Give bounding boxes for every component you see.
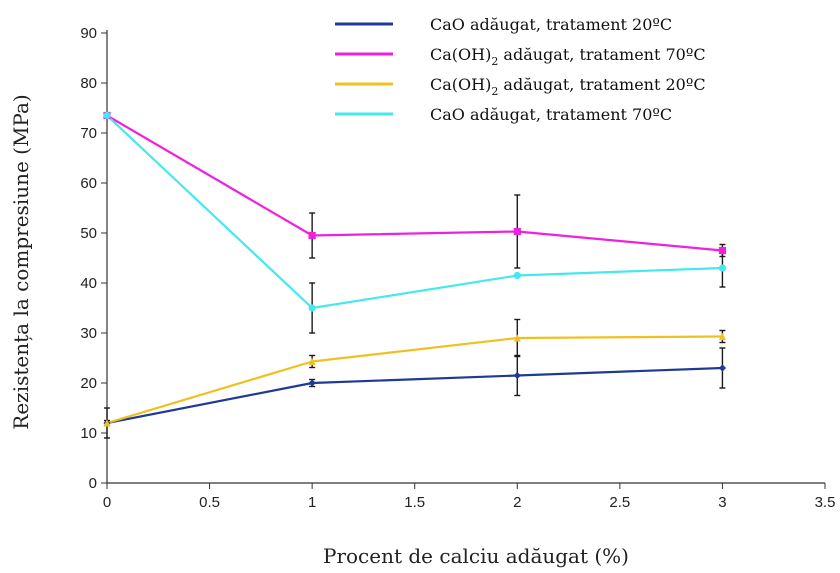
legend-label: CaO adăugat, tratament 20ºC [430, 15, 672, 34]
x-tick-label: 3 [718, 494, 726, 511]
legend: CaO adăugat, tratament 20ºC Ca(OH)2 adăug… [335, 15, 706, 124]
x-tick-label: 1 [308, 494, 316, 511]
data-point [308, 379, 316, 387]
x-tick-label: 0 [103, 494, 111, 511]
y-tick-label: 70 [80, 125, 97, 142]
data-point [513, 371, 521, 380]
x-tick-label: 2.5 [609, 494, 630, 511]
data-point [718, 332, 727, 341]
data-point [308, 304, 316, 312]
data-point [718, 246, 727, 255]
y-tick-label: 50 [80, 225, 97, 242]
data-point [308, 357, 316, 366]
data-point [103, 111, 111, 120]
y-tick-label: 80 [80, 75, 97, 92]
series-line [106, 114, 723, 310]
series-line [106, 335, 723, 425]
data-point [103, 419, 111, 427]
y-tick-label: 0 [89, 475, 97, 492]
y-axis-title: Rezistența la compresiune (MPa) [9, 94, 33, 429]
x-tick-label: 2 [513, 494, 521, 511]
series-lines [106, 114, 723, 425]
legend-label: Ca(OH)2 adăugat, tratament 70ºC [430, 45, 706, 68]
axes: 0 0.5 1 1.5 2 2.5 3 3.5 0 10 20 30 40 50 60 70 80 90 [80, 25, 835, 511]
y-tick-label: 30 [80, 325, 97, 342]
data-point [513, 334, 521, 342]
data-point [308, 231, 316, 240]
series-line [106, 114, 723, 252]
y-tick-label: 40 [80, 275, 97, 292]
x-tick-label: 3.5 [815, 494, 836, 511]
x-tick-label: 1.5 [404, 494, 425, 511]
series-markers [103, 111, 727, 427]
data-point [718, 264, 727, 272]
data-point [513, 227, 521, 236]
y-tick-label: 20 [80, 375, 97, 392]
data-point [718, 364, 727, 372]
legend-label: Ca(OH)2 adăugat, tratament 20ºC [430, 75, 706, 98]
x-axis-title: Procent de calciu adăugat (%) [323, 544, 629, 568]
legend-label: CaO adăugat, tratament 70ºC [430, 105, 672, 124]
y-tick-label: 90 [80, 25, 97, 42]
series-line [106, 366, 723, 425]
data-point [513, 271, 521, 280]
y-tick-label: 10 [80, 425, 97, 442]
error-bars [104, 194, 726, 439]
x-tick-label: 0.5 [199, 494, 220, 511]
y-tick-label: 60 [80, 175, 97, 192]
